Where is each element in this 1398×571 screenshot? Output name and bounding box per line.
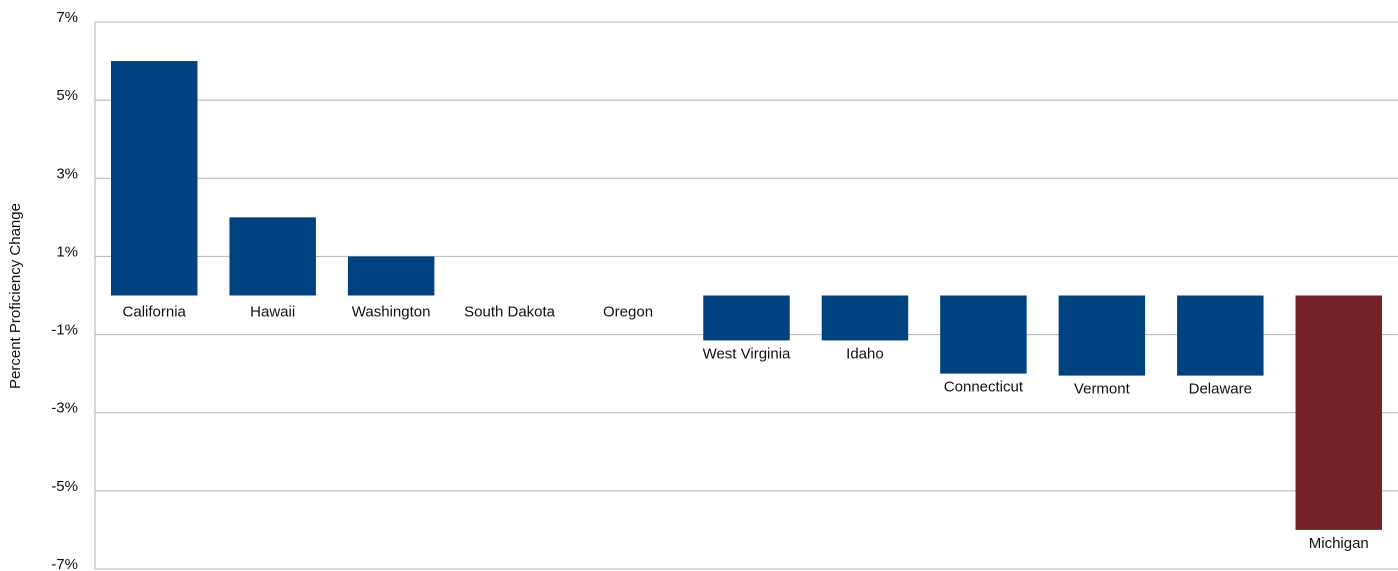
bar xyxy=(940,295,1027,374)
bar xyxy=(1177,295,1264,376)
category-label: West Virginia xyxy=(703,345,791,362)
category-label: Vermont xyxy=(1074,381,1131,398)
bar xyxy=(110,61,198,296)
y-axis-label: Percent Proficiency Change xyxy=(7,203,24,389)
category-label: Michigan xyxy=(1309,535,1369,552)
category-label: Connecticut xyxy=(944,379,1024,396)
bar xyxy=(703,295,790,341)
category-label: Idaho xyxy=(846,345,884,362)
bar xyxy=(1058,295,1146,376)
y-tick-label: 7% xyxy=(56,9,78,26)
category-label: California xyxy=(123,303,187,320)
category-label: Washington xyxy=(352,303,431,320)
bar xyxy=(347,256,435,296)
bar xyxy=(821,295,909,341)
y-tick-label: -5% xyxy=(51,478,78,495)
category-label: Oregon xyxy=(603,303,653,320)
category-label: Hawaii xyxy=(250,303,295,320)
y-tick-label: 3% xyxy=(56,165,78,182)
y-tick-label: -3% xyxy=(51,400,78,417)
y-tick-label: 1% xyxy=(56,243,78,260)
bar xyxy=(1295,295,1383,530)
y-tick-label: 5% xyxy=(56,87,78,104)
bar xyxy=(229,217,316,296)
y-tick-label: -1% xyxy=(51,322,78,339)
category-label: South Dakota xyxy=(464,303,556,320)
y-tick-label: -7% xyxy=(51,556,78,571)
category-label: Delaware xyxy=(1189,381,1252,398)
